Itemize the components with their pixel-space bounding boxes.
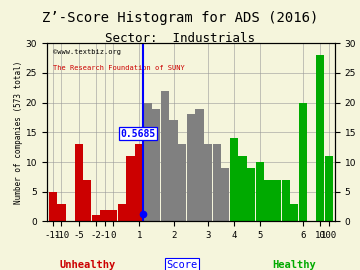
Bar: [144, 103, 152, 221]
Bar: [152, 109, 161, 221]
Bar: [247, 168, 255, 221]
Bar: [161, 91, 169, 221]
Text: Z’-Score Histogram for ADS (2016): Z’-Score Histogram for ADS (2016): [42, 11, 318, 25]
Text: Sector:  Industrials: Sector: Industrials: [105, 32, 255, 45]
Bar: [273, 180, 281, 221]
Bar: [264, 180, 273, 221]
Bar: [195, 109, 203, 221]
Bar: [170, 120, 177, 221]
Bar: [109, 210, 117, 221]
Bar: [75, 144, 83, 221]
Bar: [290, 204, 298, 221]
Text: The Research Foundation of SUNY: The Research Foundation of SUNY: [53, 65, 184, 70]
Text: Healthy: Healthy: [273, 260, 316, 270]
Bar: [316, 55, 324, 221]
Bar: [83, 180, 91, 221]
Text: ©www.textbiz.org: ©www.textbiz.org: [53, 49, 121, 55]
Bar: [204, 144, 212, 221]
Text: Unhealthy: Unhealthy: [59, 260, 116, 270]
Bar: [299, 103, 307, 221]
Bar: [57, 204, 66, 221]
Bar: [178, 144, 186, 221]
Bar: [221, 168, 229, 221]
Bar: [92, 215, 100, 221]
Bar: [118, 204, 126, 221]
Bar: [238, 156, 247, 221]
Text: 0.5685: 0.5685: [121, 129, 156, 139]
Y-axis label: Number of companies (573 total): Number of companies (573 total): [14, 60, 23, 204]
Bar: [135, 144, 143, 221]
Bar: [212, 144, 221, 221]
Bar: [49, 192, 57, 221]
Bar: [100, 210, 109, 221]
Bar: [126, 156, 135, 221]
Bar: [282, 180, 290, 221]
Bar: [187, 114, 195, 221]
Bar: [230, 138, 238, 221]
Text: Score: Score: [167, 260, 198, 270]
Bar: [256, 162, 264, 221]
Bar: [325, 156, 333, 221]
